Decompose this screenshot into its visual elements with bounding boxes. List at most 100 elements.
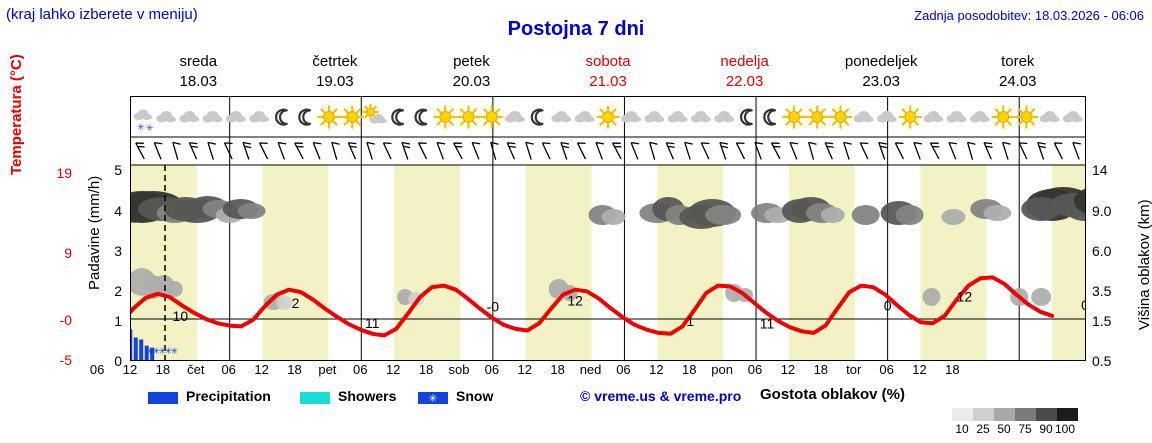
svg-text:10: 10 xyxy=(173,308,189,324)
hour-tick-label: 18 xyxy=(418,362,434,377)
hour-axis: 06 12 18 čet 06 12 18 pet 06 12 18 sob 06 12 18 ned 06 12… xyxy=(90,362,1086,380)
svg-text:-0: -0 xyxy=(487,298,500,314)
density-swatch-50 xyxy=(994,408,1015,421)
day-tick-label: pet xyxy=(318,362,337,377)
hour-tick-label: 06 xyxy=(484,362,500,377)
svg-text:✳: ✳ xyxy=(146,124,154,134)
hour-tick-label: 12 xyxy=(780,362,796,377)
svg-text:✳: ✳ xyxy=(146,347,154,357)
snow-swatch: ✳ xyxy=(418,392,448,404)
day-date: 18.03 xyxy=(179,73,218,90)
hour-tick-label: 18 xyxy=(945,362,960,377)
cloud-height-axis-title: Višina oblakov (km) xyxy=(1136,199,1152,330)
day-name: sreda xyxy=(179,53,218,70)
hour-tick-label: 12 xyxy=(649,362,664,377)
hour-tick-label: 12 xyxy=(912,362,927,377)
hour-tick-label: 06 xyxy=(89,362,105,377)
last-update: Zadnja posodobitev: 18.03.2026 - 06:06 xyxy=(914,8,1144,23)
temperature-point-labels: 310211-012111012012314 xyxy=(173,289,1085,332)
day-header: torek 24.03 xyxy=(949,52,1086,94)
legend: Precipitation Showers ✳ Snow © vreme.us … xyxy=(130,386,1140,436)
density-value: 25 xyxy=(976,422,990,436)
page-title: Postojna 7 dni xyxy=(507,18,645,40)
day-tick-label: čet xyxy=(187,362,205,377)
svg-text:✳: ✳ xyxy=(428,392,437,404)
day-tick-label: ned xyxy=(579,362,602,377)
hour-tick-label: 18 xyxy=(550,362,565,377)
cloud-tick: 0.5 xyxy=(1092,353,1112,369)
day-header: sobota 21.03 xyxy=(540,52,677,94)
cloud-density-layer xyxy=(131,187,1085,310)
forecast-chart: ✳✳ ✳✳✳✳✳ 310211-012111012012314 xyxy=(130,96,1086,361)
hour-tick-label: 18 xyxy=(682,362,697,377)
hour-tick-label: 12 xyxy=(122,362,138,377)
svg-text:✳: ✳ xyxy=(171,347,179,357)
precip-tick: 5 xyxy=(114,162,122,178)
precipitation-bars: ✳✳✳✳✳ xyxy=(131,329,179,360)
cloud-tick: 1.5 xyxy=(1092,313,1112,329)
day-header: četrtek 19.03 xyxy=(267,52,404,94)
temp-tick: -0 xyxy=(59,312,72,328)
day-tick-label: pon xyxy=(711,362,733,377)
density-value: 75 xyxy=(1018,422,1032,436)
showers-legend-label: Showers xyxy=(338,388,397,404)
precip-tick: 2 xyxy=(114,283,122,299)
snow-legend-label: Snow xyxy=(456,388,494,404)
hour-tick-label: 18 xyxy=(155,362,171,377)
cloud-tick: 9.0 xyxy=(1092,203,1112,219)
precipitation-swatch xyxy=(148,392,178,404)
density-swatch-90 xyxy=(1036,408,1057,421)
density-swatch-75 xyxy=(1015,408,1036,421)
hour-tick-label: 18 xyxy=(813,362,829,377)
day-header: nedelja 22.03 xyxy=(676,52,813,94)
precip-tick: 0 xyxy=(114,353,122,369)
svg-text:0: 0 xyxy=(884,298,892,314)
svg-text:0: 0 xyxy=(1081,297,1085,313)
svg-text:1: 1 xyxy=(686,313,694,329)
temperature-axis-title: Temperatura (°C) xyxy=(8,54,25,175)
day-header: sreda 18.03 xyxy=(130,52,267,94)
day-name: sobota xyxy=(585,53,631,70)
day-date: 20.03 xyxy=(452,73,491,90)
day-tick-label: sob xyxy=(448,362,470,377)
day-tick-label: tor xyxy=(846,362,862,377)
density-value: 90 xyxy=(1039,422,1053,436)
hour-tick-label: 06 xyxy=(616,362,631,377)
precipitation-axis-title: Padavine (mm/h) xyxy=(86,175,103,290)
day-date: 22.03 xyxy=(725,73,764,90)
cloud-tick: 3.5 xyxy=(1092,283,1112,299)
hour-tick-label: 06 xyxy=(221,362,236,377)
credit-link[interactable]: © vreme.us & vreme.pro xyxy=(580,388,742,404)
hour-tick-label: 12 xyxy=(254,362,269,377)
density-swatch-100 xyxy=(1057,408,1078,421)
day-name: četrtek xyxy=(312,53,358,70)
weather-icon-row: ✳ ✳ xyxy=(133,103,1083,134)
day-date: 23.03 xyxy=(862,73,900,90)
svg-text:11: 11 xyxy=(365,315,380,331)
cloud-tick: 14 xyxy=(1092,162,1108,178)
hour-tick-label: 18 xyxy=(287,362,302,377)
density-swatch-25 xyxy=(973,408,994,421)
day-header-row: sreda 18.03 četrtek 19.03 petek 20.03 so… xyxy=(130,52,1086,94)
day-date: 24.03 xyxy=(998,73,1037,90)
day-header: ponedeljek 23.03 xyxy=(813,52,950,94)
day-name: nedelja xyxy=(720,53,769,70)
cloud-density-legend-title: Gostota oblakov (%) xyxy=(760,386,906,403)
precipitation-legend-label: Precipitation xyxy=(186,388,271,404)
svg-text:✳: ✳ xyxy=(158,347,166,357)
day-name: petek xyxy=(453,53,490,70)
precip-tick: 3 xyxy=(114,243,122,259)
hour-tick-label: 06 xyxy=(353,362,368,377)
hour-tick-label: 12 xyxy=(385,362,401,377)
showers-swatch xyxy=(300,392,330,404)
temp-tick: 19 xyxy=(56,165,72,181)
svg-text:11: 11 xyxy=(760,316,775,332)
density-value: 50 xyxy=(997,422,1011,436)
density-value: 100 xyxy=(1054,422,1076,436)
precip-tick: 4 xyxy=(114,203,122,219)
day-header: petek 20.03 xyxy=(403,52,540,94)
svg-text:✳: ✳ xyxy=(165,347,173,357)
svg-text:12: 12 xyxy=(957,289,973,305)
hour-tick-label: 06 xyxy=(879,362,894,377)
density-swatch-10 xyxy=(952,408,973,421)
